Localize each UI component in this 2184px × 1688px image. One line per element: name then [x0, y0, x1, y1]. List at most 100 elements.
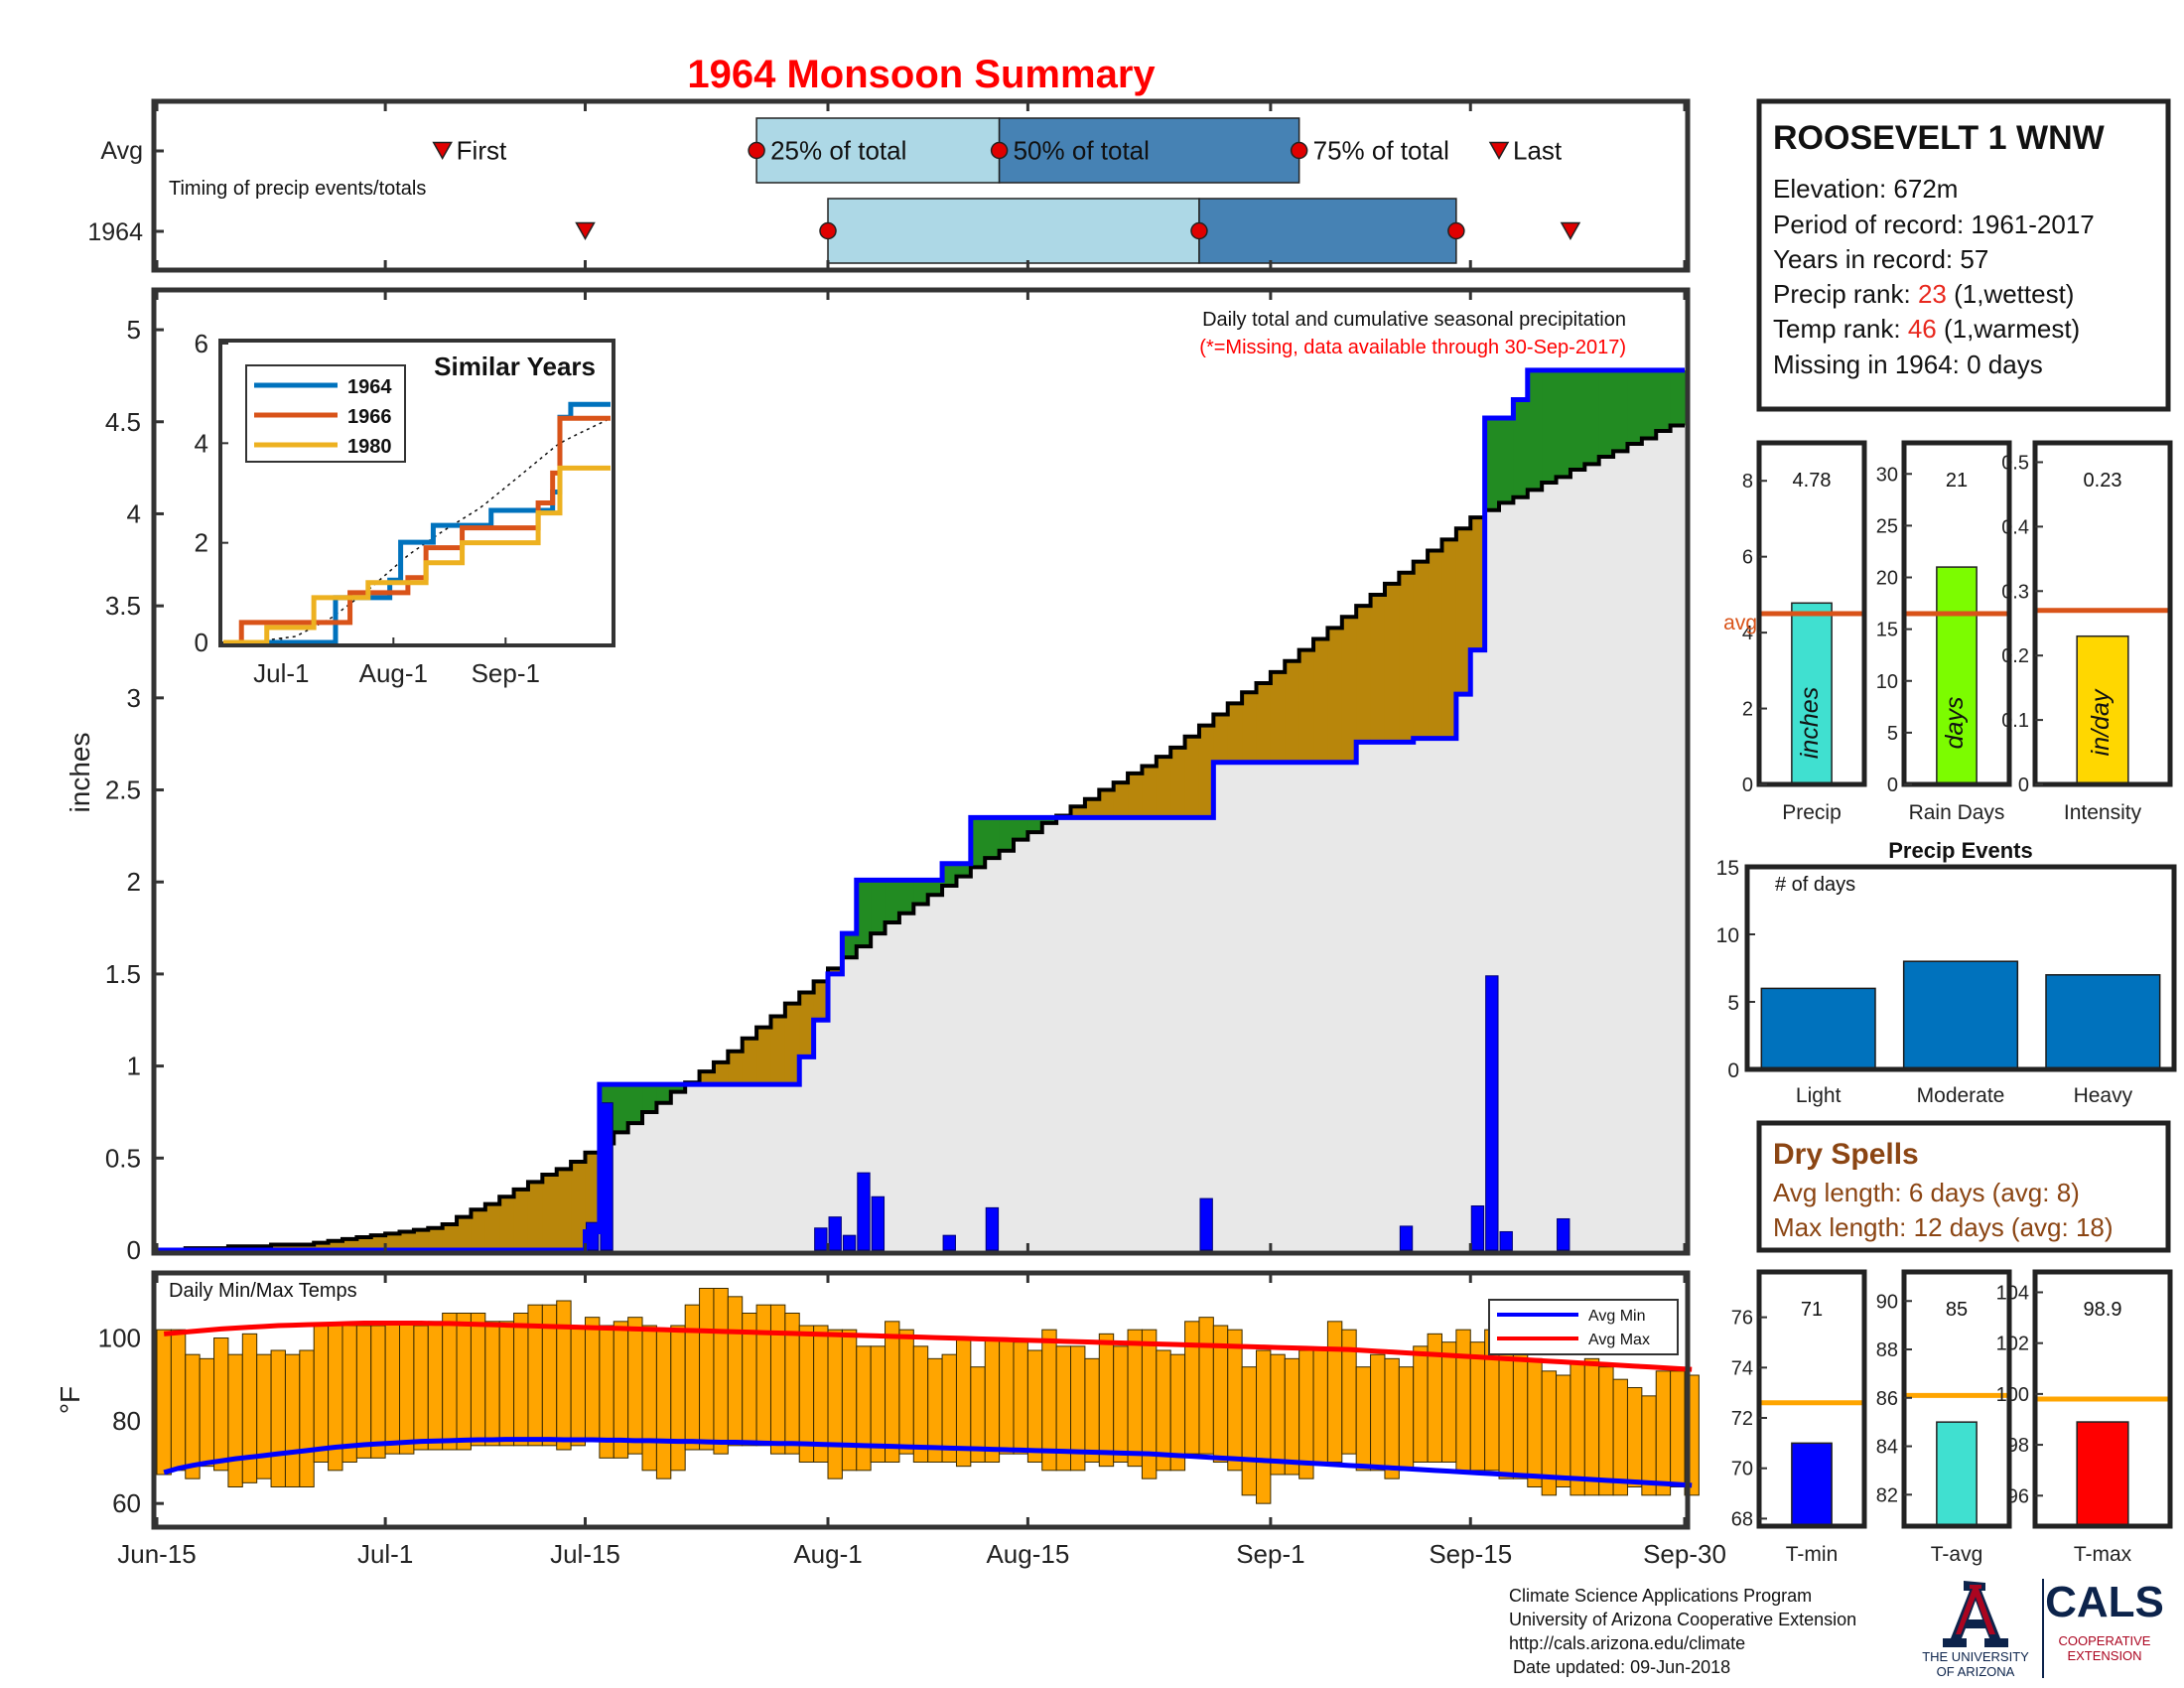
daily-temp-bar [1256, 1349, 1272, 1504]
cumulative-base-fill [713, 1084, 729, 1250]
timing-row-label-year: 1964 [87, 218, 143, 246]
precip-note: Daily total and cumulative seasonal prec… [1202, 309, 1626, 331]
below-average-fill [314, 1242, 330, 1250]
below-average-fill [399, 1231, 415, 1250]
cumulative-base-fill [627, 1123, 643, 1250]
timing-panel: Avg 1964 Timing of precip events/totals … [87, 98, 1691, 273]
t-min-frame [1756, 1269, 1867, 1529]
cumulative-base-fill [1313, 762, 1329, 1250]
cumulative-base-fill [1370, 742, 1386, 1250]
t-min-tick-label: 72 [1731, 1408, 1753, 1430]
cumulative-base-fill [842, 957, 858, 1250]
daily-temp-bar [299, 1349, 315, 1487]
timing-marker-circle [990, 141, 1009, 160]
timing-marker-circle [1190, 221, 1208, 240]
daily-temp-bar [1370, 1353, 1386, 1472]
daily-temp-bar [856, 1345, 872, 1472]
cumulative-base-fill [1198, 817, 1214, 1250]
ua-logo: THE UNIVERSITY OF ARIZONA [1922, 1581, 2029, 1679]
timing-label-p25: 25% of total [770, 136, 906, 166]
timing-label-last: Last [1513, 136, 1563, 166]
inset-y-tick-label: 4 [195, 428, 208, 458]
timing-label-first: First [457, 136, 507, 166]
cumulative-base-fill [1428, 738, 1443, 1250]
rain-days-xlabel: Rain Days [1909, 801, 2005, 824]
daily-precip-bar [871, 1196, 886, 1251]
above-average-fill [614, 1084, 629, 1133]
daily-precip-bar [600, 1102, 614, 1251]
below-average-fill [484, 1203, 500, 1250]
precip-ylabel: inches [65, 733, 95, 813]
timing-marker-circle [1447, 221, 1465, 240]
below-average-fill [1113, 782, 1129, 818]
cumulative-base-fill [942, 885, 958, 1250]
below-average-fill [1084, 798, 1100, 818]
below-average-fill [1242, 692, 1258, 763]
below-average-fill [1256, 683, 1272, 763]
intensity-tick-label: 0.2 [2001, 645, 2029, 667]
cumulative-base-fill [1285, 762, 1300, 1250]
timing-marker-triangle [1488, 141, 1510, 161]
timing-marker-circle [748, 141, 765, 160]
below-average-fill [1384, 583, 1400, 743]
intensity-value-label: 0.23 [2084, 470, 2122, 492]
rain-days-bar [1936, 566, 1978, 785]
events-tick-label: 5 [1727, 992, 1739, 1015]
temp-rank-note: (1,warmest) [1937, 314, 2080, 344]
precip-events-ylabel: # of days [1775, 874, 1855, 896]
dry-spells-max: Max length: 12 days (avg: 18) [1773, 1212, 2114, 1242]
daily-temp-bar [456, 1313, 472, 1451]
below-average-fill [770, 1016, 786, 1085]
above-average-fill [656, 1084, 672, 1103]
timing-marks: First 25% of total 50% of total 75% of tota… [154, 117, 1581, 264]
cumulative-base-fill [1142, 817, 1158, 1250]
precip-xlabel: Precip [1782, 801, 1842, 824]
cumulative-base-fill [1013, 839, 1028, 1250]
temp-legend: Avg Min Avg Max [1488, 1299, 1679, 1355]
daily-temp-bar [1556, 1374, 1571, 1487]
cumulative-base-fill [1384, 742, 1400, 1250]
cumulative-base-fill [1356, 742, 1372, 1250]
daily-temp-bar [1026, 1349, 1043, 1463]
x-axis-tick-labels: Jun-15 Jul-1 Jul-15 Aug-1 Aug-15 Sep-1 Sep-15 S… [117, 101, 1726, 1569]
t-avg-tick-label: 82 [1876, 1484, 1898, 1506]
dry-spells-title: Dry Spells [1773, 1138, 1919, 1171]
below-average-fill [542, 1174, 558, 1250]
daily-precip-bar [1485, 975, 1499, 1251]
t-min-tick-label: 76 [1731, 1308, 1753, 1330]
daily-temp-bar [827, 1329, 843, 1479]
cumulative-base-fill [1113, 817, 1129, 1250]
footer-line-4: Date updated: 09-Jun-2018 [1513, 1657, 1730, 1677]
footer: Climate Science Applications Program Uni… [1509, 1586, 1856, 1677]
inset-x-tick-label: Jul-1 [253, 658, 309, 688]
precip-tick-label: 2 [1742, 699, 1753, 721]
temp-ylabel: °F [55, 1386, 85, 1414]
below-average-fill [1070, 806, 1086, 818]
below-average-fill [1413, 561, 1429, 739]
daily-temp-bar [313, 1325, 330, 1463]
above-average-fill [1556, 369, 1571, 478]
t-max-tick-label: 96 [2007, 1485, 2029, 1507]
daily-temp-bar [1570, 1362, 1585, 1496]
footer-line-3: http://cals.arizona.edu/climate [1509, 1633, 1745, 1653]
daily-temp-bar [156, 1329, 172, 1476]
cumulative-base-fill [1399, 742, 1415, 1250]
cumulative-base-fill [1298, 762, 1314, 1250]
daily-temp-bar [584, 1317, 601, 1443]
station-elevation: Elevation: 672m [1773, 174, 1958, 204]
t-avg-tick-label: 90 [1876, 1291, 1898, 1313]
above-average-fill [970, 817, 986, 868]
above-average-fill [842, 933, 858, 958]
daily-temp-bar [613, 1321, 629, 1459]
daily-temp-bar [399, 1321, 415, 1455]
ua-logo-line-2: OF ARIZONA [1937, 1664, 2015, 1679]
t-avg-value-label: 85 [1946, 1299, 1968, 1321]
legend-label-avg-max: Avg Max [1588, 1332, 1650, 1348]
t-min-xlabel: T-min [1786, 1543, 1839, 1566]
precip-y-tick-label: 0.5 [105, 1143, 141, 1173]
timing-bar-50-75 [1198, 198, 1457, 264]
daily-temp-bar [384, 1321, 401, 1455]
below-average-fill [556, 1169, 572, 1250]
cumulative-base-fill [756, 1084, 772, 1250]
intensity-xlabel: Intensity [2064, 801, 2142, 824]
